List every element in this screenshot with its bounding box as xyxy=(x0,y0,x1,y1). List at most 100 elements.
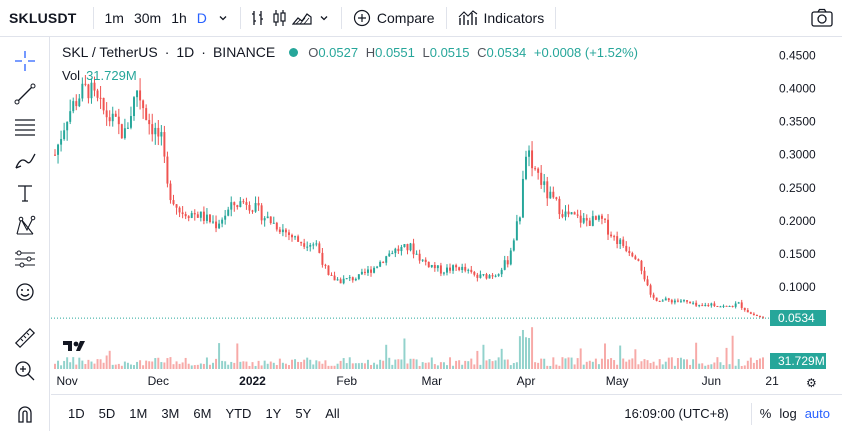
candle-body xyxy=(619,239,622,245)
range-5y-button[interactable]: 5Y xyxy=(295,405,312,421)
volume-bar xyxy=(531,327,534,369)
chart-settings-gear-icon[interactable]: ⚙ xyxy=(806,376,817,390)
range-1y-button[interactable]: 1Y xyxy=(265,405,282,421)
volume-bar xyxy=(136,361,139,369)
candle-body xyxy=(354,278,357,281)
candle-body xyxy=(445,267,448,273)
volume-bar xyxy=(749,357,752,369)
interval-1h-button[interactable]: 1h xyxy=(171,10,187,26)
volume-bar xyxy=(236,343,239,369)
volume-bar xyxy=(594,358,597,369)
range-6m-button[interactable]: 6M xyxy=(193,405,212,421)
auto-scale-toggle[interactable]: auto xyxy=(804,406,830,421)
candle-body xyxy=(190,213,193,218)
volume-bar xyxy=(418,365,421,369)
symbol-search-button[interactable]: SKLUSDT xyxy=(9,10,77,26)
volume-bar xyxy=(546,365,549,369)
legend-pair[interactable]: SKL / TetherUS xyxy=(62,44,158,60)
timezone-clock[interactable]: 16:09:00 (UTC+8) xyxy=(624,406,729,421)
candlestick-chart[interactable]: 0.4500 0.4000 0.3500 0.3000 0.2500 0.2000 0.15… xyxy=(51,37,842,394)
bar-style-icon[interactable] xyxy=(247,7,269,29)
volume-bars xyxy=(54,327,764,369)
volume-bar xyxy=(360,362,363,369)
candle-body xyxy=(300,241,303,244)
volume-bar xyxy=(397,359,400,369)
volume-bar xyxy=(464,360,467,369)
range-5d-button[interactable]: 5D xyxy=(98,405,116,421)
volume-bar xyxy=(625,361,628,369)
candle-body xyxy=(409,243,412,251)
compare-button[interactable]: Compare xyxy=(348,5,440,31)
candle-body xyxy=(221,219,224,224)
volume-bar xyxy=(233,362,236,369)
candle-body xyxy=(376,266,379,268)
volume-bar xyxy=(476,350,479,369)
camera-icon[interactable] xyxy=(810,7,834,29)
volume-legend[interactable]: Vol 31.729M xyxy=(62,68,137,83)
ruler-icon[interactable] xyxy=(11,325,39,351)
volume-bar xyxy=(607,359,610,369)
percent-scale-toggle[interactable]: % xyxy=(759,406,772,421)
brush-icon[interactable] xyxy=(11,147,39,173)
tradingview-logo[interactable] xyxy=(63,341,85,351)
volume-bar xyxy=(582,364,585,369)
log-scale-toggle[interactable]: log xyxy=(779,406,797,421)
interval-dropdown-chevron-icon[interactable] xyxy=(212,7,234,29)
area-style-icon[interactable] xyxy=(291,7,313,29)
candle-style-icon[interactable] xyxy=(269,7,291,29)
text-icon[interactable] xyxy=(11,180,39,206)
volume-bar xyxy=(163,362,166,369)
interval-d-button[interactable]: D xyxy=(196,10,207,26)
volume-bar xyxy=(449,357,452,369)
candle-body xyxy=(84,83,87,85)
candle-body xyxy=(686,300,689,302)
volume-bar xyxy=(762,357,764,369)
volume-bar xyxy=(105,355,108,369)
candle-body xyxy=(96,90,99,98)
volume-bar xyxy=(467,361,470,369)
interval-1m-button[interactable]: 1m xyxy=(104,10,124,26)
chart-style-dropdown-chevron-icon[interactable] xyxy=(313,7,335,29)
magnet-icon[interactable] xyxy=(11,401,39,427)
market-status-dot-icon[interactable] xyxy=(289,47,299,57)
range-all-button[interactable]: All xyxy=(325,405,340,421)
volume-bar xyxy=(482,344,485,369)
candle-body xyxy=(199,211,202,218)
volume-bar xyxy=(242,361,245,369)
candle-body xyxy=(461,266,464,271)
candle-body xyxy=(579,215,582,223)
range-1m-button[interactable]: 1M xyxy=(129,405,148,421)
volume-bar xyxy=(679,357,682,369)
range-ytd-button[interactable]: YTD xyxy=(225,405,252,421)
volume-bar xyxy=(221,360,224,369)
zoom-icon[interactable] xyxy=(11,358,39,384)
fib-lines-icon[interactable] xyxy=(11,114,39,140)
volume-bar xyxy=(169,357,172,369)
volume-bar xyxy=(66,357,69,369)
indicators-button[interactable]: Indicators xyxy=(453,5,550,31)
range-1d-button[interactable]: 1D xyxy=(68,405,85,421)
interval-30m-button[interactable]: 30m xyxy=(133,10,162,26)
legend-dot: · xyxy=(164,44,170,60)
candle-body xyxy=(713,303,716,306)
candle-body xyxy=(303,243,306,247)
top-toolbar: SKLUSDT 1m 30m 1h D Compare Indicators xyxy=(0,0,842,37)
volume-bar xyxy=(537,362,540,369)
volume-bar xyxy=(126,362,129,369)
candle-body xyxy=(470,269,473,272)
candle-body xyxy=(433,264,436,269)
candle-body xyxy=(227,209,230,216)
candle-body xyxy=(145,108,148,121)
range-3m-button[interactable]: 3M xyxy=(161,405,180,421)
trend-line-icon[interactable] xyxy=(11,81,39,107)
candle-body xyxy=(652,294,655,298)
volume-bar xyxy=(379,359,382,369)
volume-bar xyxy=(291,359,293,369)
volume-bar xyxy=(142,365,145,369)
pattern-icon[interactable] xyxy=(11,213,39,239)
candle-body xyxy=(388,253,391,257)
crosshair-icon[interactable] xyxy=(11,48,39,74)
candle-body xyxy=(418,253,421,261)
emoji-icon[interactable] xyxy=(11,279,39,305)
forecast-icon[interactable] xyxy=(11,246,39,272)
